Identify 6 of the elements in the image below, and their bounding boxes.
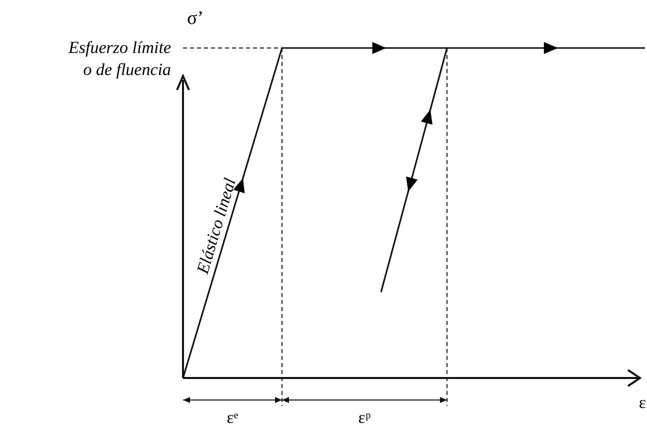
y-axis-title: σ’: [187, 8, 204, 29]
text: εᵉ: [226, 408, 239, 425]
annotation: Elástico lineal: [192, 176, 240, 277]
x-axis-title: ε: [638, 393, 646, 412]
text: εᵖ: [358, 408, 371, 425]
ref-line-label: Esfuerzo límite o de fluencia: [68, 38, 172, 79]
